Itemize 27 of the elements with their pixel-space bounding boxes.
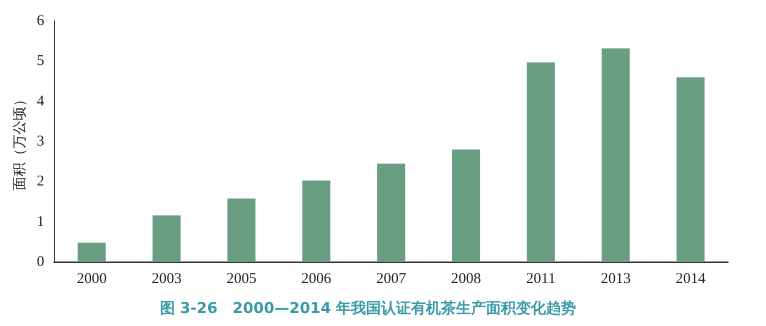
y-tick-label: 4 [36, 93, 45, 110]
bar [377, 164, 406, 262]
text: 图 3-26 2000—2014 年我国认证有机茶生产面积变化趋势 [160, 298, 576, 317]
x-tick-label: 2007 [376, 270, 407, 287]
x-tick-label: 2006 [301, 270, 332, 287]
bar [526, 62, 555, 262]
x-tick-label: 2014 [676, 270, 706, 287]
x-tick-label: 2013 [600, 270, 631, 287]
bar [602, 48, 630, 262]
y-axis-title: 面积（万公顷） [12, 92, 28, 190]
x-tick-label: 2000 [76, 270, 107, 287]
y-tick-label: 2 [36, 174, 44, 190]
bar [152, 215, 181, 262]
x-tick-label: 2005 [226, 270, 256, 287]
x-tick-label: 2011 [526, 270, 556, 287]
bar [78, 242, 106, 262]
x-tick-label: 2008 [451, 270, 482, 287]
bar [302, 180, 330, 262]
bar [676, 77, 705, 262]
y-tick-label: 1 [36, 214, 44, 230]
bar [452, 150, 480, 262]
x-tick-label: 2003 [152, 270, 182, 287]
bar [227, 198, 256, 262]
y-tick-label: 0 [36, 254, 44, 270]
y-tick-label: 5 [36, 53, 44, 70]
y-tick-label: 3 [36, 133, 44, 150]
y-tick-label: 6 [36, 12, 45, 29]
